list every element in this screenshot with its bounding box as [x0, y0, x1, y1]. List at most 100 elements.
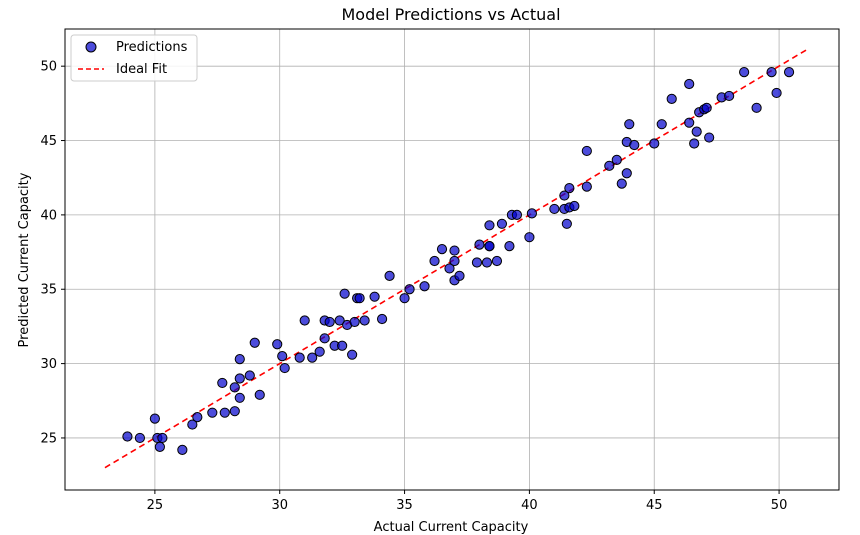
prediction-point — [349, 316, 360, 328]
prediction-point — [399, 293, 410, 304]
prediction-point — [122, 431, 133, 442]
prediction-point — [207, 407, 218, 418]
prediction-point — [449, 255, 460, 267]
prediction-point — [604, 160, 615, 171]
x-tick-label: 40 — [521, 498, 538, 513]
prediction-point — [299, 315, 310, 326]
prediction-point — [272, 339, 283, 350]
prediction-point — [337, 340, 348, 351]
chart-title: Model Predictions vs Actual — [341, 5, 560, 24]
prediction-point — [279, 362, 290, 374]
prediction-point — [771, 87, 782, 99]
x-tick-label: 30 — [271, 498, 288, 513]
prediction-point — [347, 349, 358, 360]
prediction-point — [229, 406, 240, 417]
y-tick-label: 50 — [40, 60, 57, 75]
x-tick-label: 25 — [147, 498, 164, 513]
prediction-point — [314, 346, 325, 357]
prediction-point — [684, 117, 695, 128]
prediction-point — [611, 154, 622, 165]
prediction-point — [524, 232, 535, 243]
prediction-point — [157, 432, 168, 444]
x-axis-label: Actual Current Capacity — [374, 520, 529, 535]
prediction-point — [384, 270, 395, 281]
prediction-point — [569, 200, 580, 212]
prediction-point — [149, 413, 160, 424]
prediction-point — [471, 257, 483, 268]
prediction-point — [359, 315, 370, 326]
prediction-point — [249, 337, 260, 348]
legend-label-predictions: Predictions — [116, 40, 188, 55]
prediction-point — [739, 67, 750, 78]
legend: Predictions Ideal Fit — [70, 34, 198, 82]
prediction-point — [629, 139, 640, 151]
prediction-point — [187, 419, 198, 430]
prediction-point — [511, 209, 523, 220]
x-tick-label: 35 — [396, 498, 413, 513]
prediction-point — [294, 352, 305, 363]
prediction-point — [649, 138, 660, 149]
prediction-point — [254, 389, 265, 400]
prediction-point — [783, 67, 795, 78]
prediction-point — [491, 255, 503, 267]
prediction-point — [444, 263, 455, 274]
prediction-point — [134, 432, 146, 444]
prediction-points-layer — [122, 67, 795, 455]
prediction-point — [234, 373, 245, 384]
y-tick-label: 25 — [40, 431, 57, 446]
prediction-point — [666, 93, 677, 104]
prediction-point — [564, 183, 575, 194]
x-tick-label: 50 — [771, 498, 788, 513]
prediction-point — [526, 208, 537, 219]
prediction-point — [339, 288, 350, 299]
prediction-point — [307, 352, 318, 363]
prediction-point — [192, 412, 203, 423]
y-tick-label: 40 — [40, 208, 57, 223]
prediction-point — [559, 190, 570, 201]
prediction-point — [504, 241, 515, 252]
prediction-point — [369, 291, 380, 302]
prediction-point — [766, 67, 777, 78]
plot-frame — [64, 28, 840, 491]
prediction-point — [496, 218, 508, 229]
prediction-point — [419, 281, 430, 292]
prediction-point — [436, 243, 448, 255]
prediction-point — [549, 203, 560, 215]
prediction-point — [234, 392, 245, 403]
prediction-point — [656, 119, 667, 130]
x-tick-label: 45 — [646, 498, 663, 513]
prediction-point — [704, 132, 715, 143]
prediction-point — [376, 313, 388, 325]
prediction-point — [481, 257, 493, 268]
prediction-point — [691, 126, 702, 137]
prediction-point — [484, 220, 495, 231]
prediction-point — [217, 377, 228, 389]
prediction-point — [724, 90, 735, 102]
prediction-point — [454, 270, 465, 281]
prediction-point — [319, 333, 330, 344]
prediction-point — [324, 316, 335, 328]
prediction-point — [354, 293, 365, 304]
prediction-point — [229, 382, 240, 393]
prediction-point — [581, 145, 592, 157]
prediction-point — [234, 354, 245, 365]
prediction-point — [474, 239, 485, 250]
prediction-point — [616, 178, 627, 189]
prediction-point — [561, 218, 572, 229]
prediction-point — [429, 255, 440, 267]
x-axis-ticks: 25 30 35 40 45 50 — [147, 490, 788, 513]
prediction-point — [581, 181, 592, 192]
prediction-point — [624, 119, 635, 130]
prediction-point — [449, 245, 460, 256]
y-axis-ticks: 25 30 35 40 45 50 — [40, 60, 65, 446]
prediction-point — [154, 441, 165, 452]
y-tick-label: 45 — [40, 134, 57, 149]
prediction-point — [177, 444, 188, 455]
y-tick-label: 35 — [40, 283, 57, 298]
y-tick-label: 30 — [40, 357, 57, 372]
prediction-point — [689, 138, 700, 149]
prediction-point — [701, 102, 712, 113]
prediction-point — [621, 168, 632, 179]
